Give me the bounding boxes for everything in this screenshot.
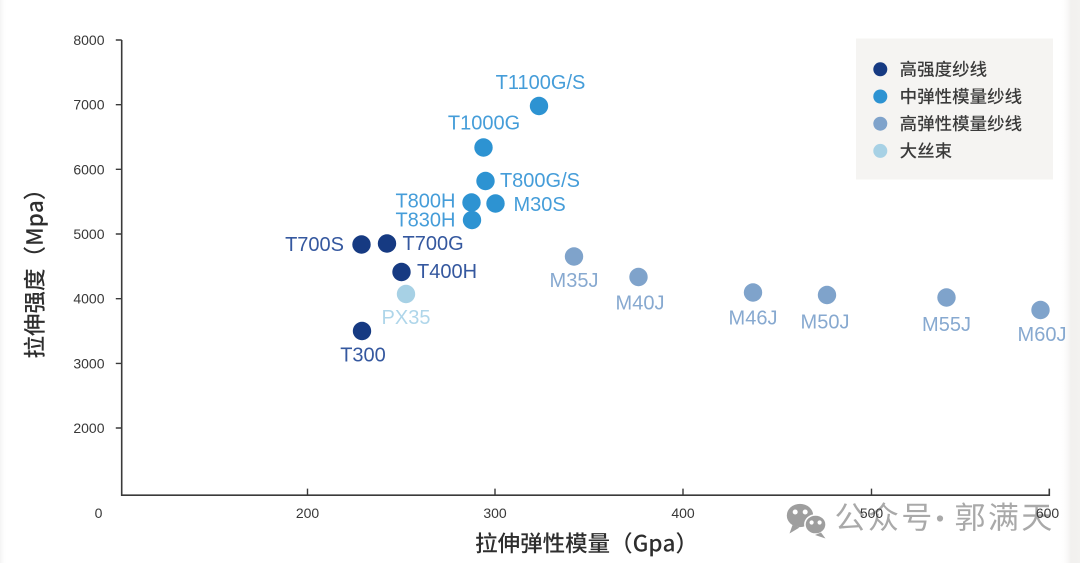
svg-text:M40J: M40J <box>616 293 665 315</box>
svg-text:8000: 8000 <box>73 32 104 48</box>
svg-text:T830H: T830H <box>395 210 455 232</box>
svg-text:400: 400 <box>671 505 695 521</box>
svg-text:T800G/S: T800G/S <box>500 170 580 192</box>
svg-text:0: 0 <box>95 505 103 521</box>
svg-text:T700S: T700S <box>285 234 344 256</box>
svg-text:T800H: T800H <box>395 191 455 213</box>
svg-text:2000: 2000 <box>73 420 104 436</box>
svg-text:T700G: T700G <box>403 233 464 255</box>
svg-text:PX35: PX35 <box>382 307 431 329</box>
svg-text:T1000G: T1000G <box>448 113 520 135</box>
svg-text:T1100G/S: T1100G/S <box>496 72 586 94</box>
svg-text:M35J: M35J <box>550 270 599 292</box>
svg-text:600: 600 <box>1036 505 1060 521</box>
svg-text:M60J: M60J <box>1018 324 1067 346</box>
svg-text:300: 300 <box>483 505 507 521</box>
svg-text:T300: T300 <box>340 345 386 367</box>
svg-text:6000: 6000 <box>73 161 104 177</box>
svg-text:T400H: T400H <box>417 261 477 283</box>
svg-text:7000: 7000 <box>73 97 104 113</box>
svg-text:200: 200 <box>296 505 320 521</box>
svg-text:500: 500 <box>860 505 884 521</box>
svg-text:M30S: M30S <box>514 194 566 216</box>
svg-text:M50J: M50J <box>801 312 850 334</box>
svg-text:M46J: M46J <box>729 308 778 330</box>
svg-text:5000: 5000 <box>73 226 104 242</box>
svg-text:4000: 4000 <box>73 291 104 307</box>
svg-text:3000: 3000 <box>73 355 104 371</box>
svg-text:M55J: M55J <box>922 314 971 336</box>
